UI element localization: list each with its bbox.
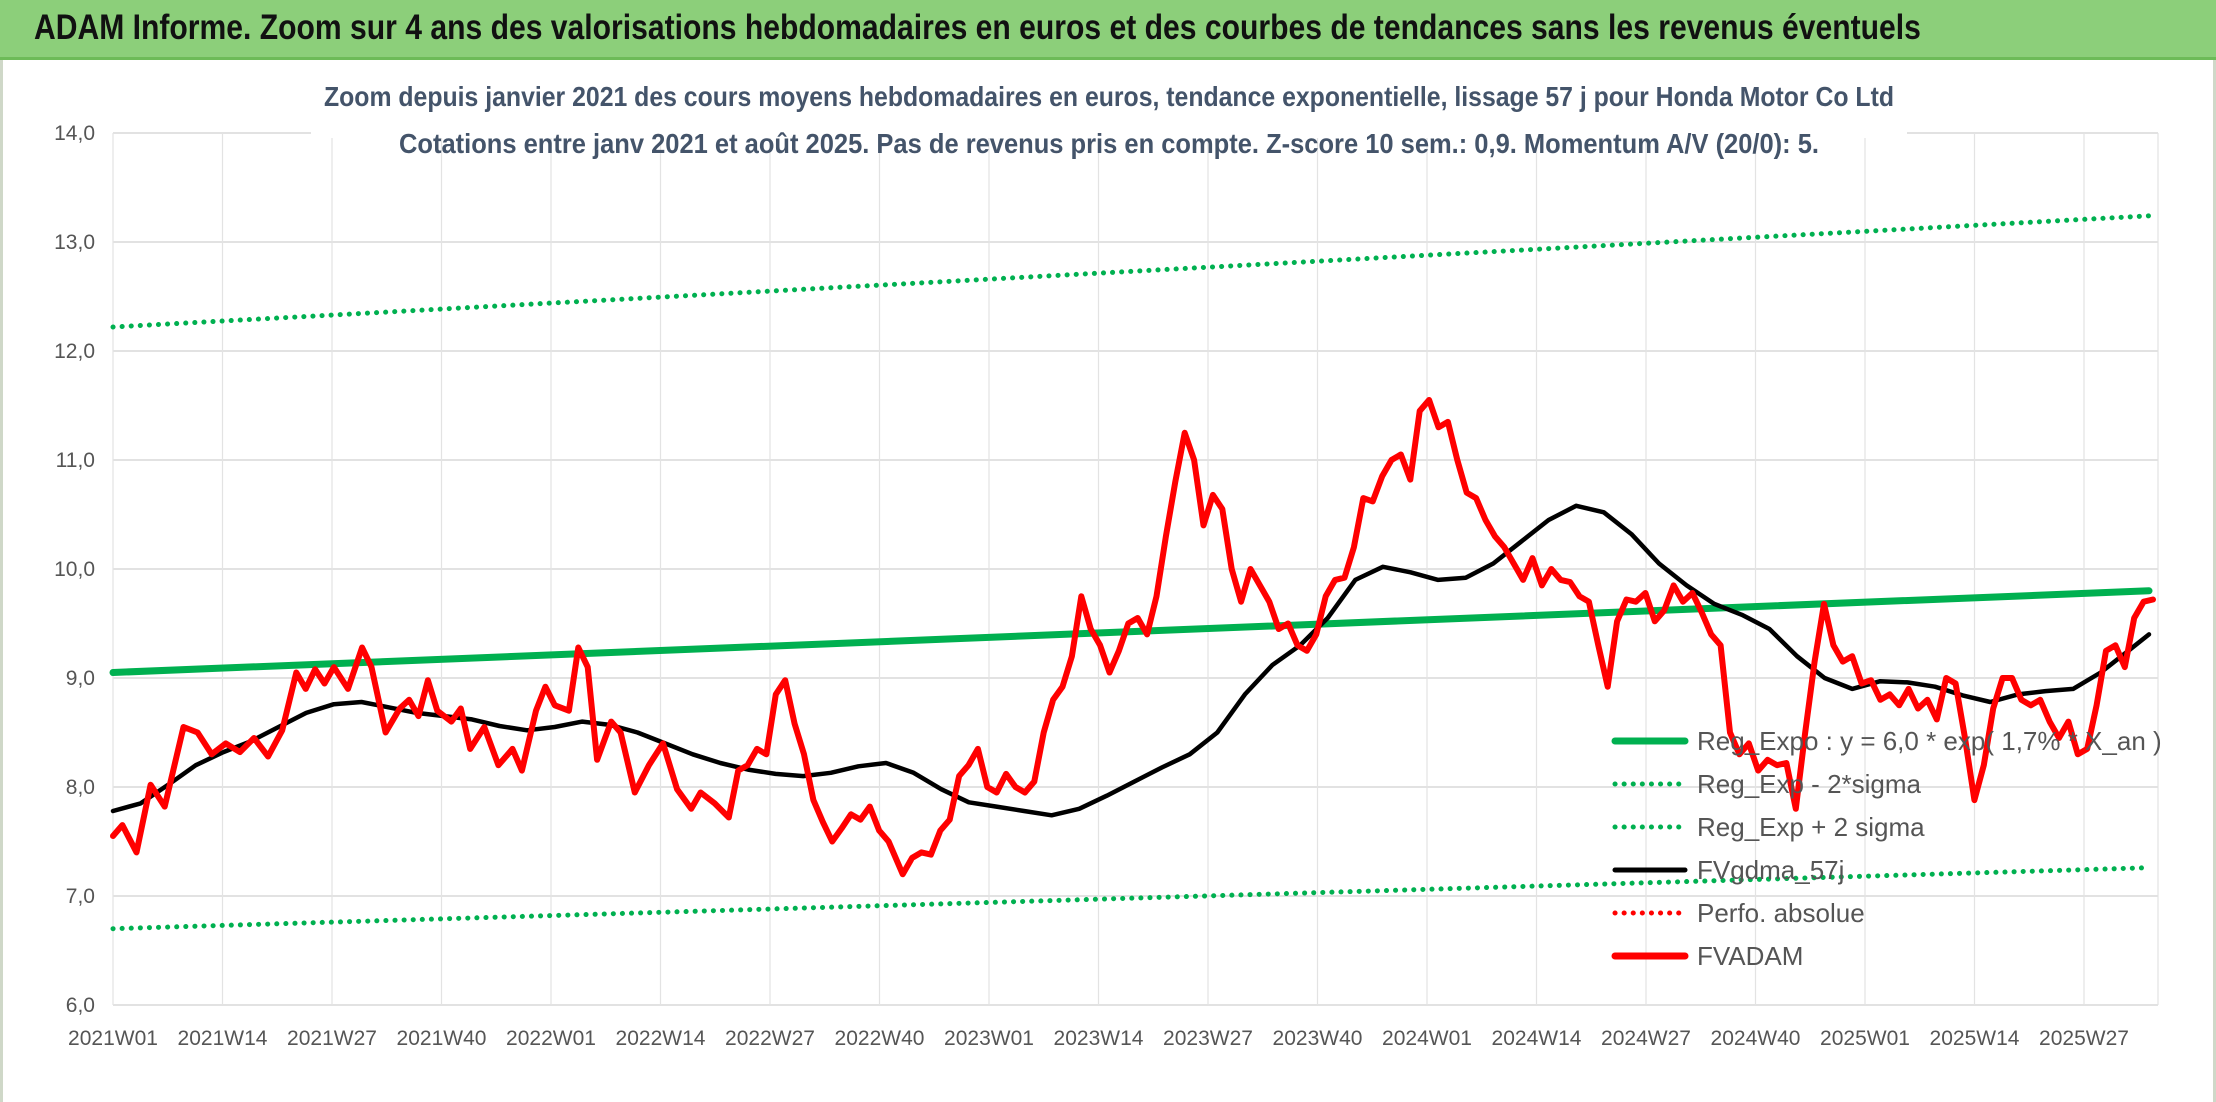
- y-tick-label: 6,0: [66, 994, 95, 1017]
- y-tick-label: 10,0: [54, 558, 95, 581]
- x-axis-labels: 2021W01 2021W14 2021W27 2021W40 2022W01 2022W…: [68, 1027, 2129, 1050]
- chart-title-line1: Zoom depuis janvier 2021 des cours moyen…: [324, 81, 1894, 112]
- legend-label-0: Reg_Expo : y = 6,0 * exp( 1,7% * X_an ): [1697, 726, 2162, 756]
- series-line-1: [110, 865, 2152, 932]
- x-tick-label: 2022W27: [725, 1027, 815, 1050]
- x-tick-label: 2024W01: [1382, 1027, 1472, 1050]
- header-banner: ADAM Informe. Zoom sur 4 ans des valoris…: [0, 0, 2216, 60]
- y-tick-label: 9,0: [66, 667, 95, 690]
- chart-legend: Reg_Expo : y = 6,0 * exp( 1,7% * X_an ) R…: [1611, 726, 2162, 971]
- x-tick-label: 2022W40: [835, 1027, 925, 1050]
- legend-label-4: Perfo. absolue: [1697, 898, 1865, 928]
- x-tick-label: 2021W01: [68, 1027, 158, 1050]
- x-tick-label: 2024W40: [1711, 1027, 1801, 1050]
- x-tick-label: 2023W27: [1163, 1027, 1253, 1050]
- subtitle-background: [311, 62, 1907, 138]
- x-tick-label: 2021W40: [397, 1027, 487, 1050]
- y-axis-labels: 6,0 7,0 8,0 9,0 10,0 11,0 12,0 13,0 14,0: [54, 122, 95, 1017]
- chart-grid: [112, 132, 2159, 1006]
- x-tick-label: 2023W40: [1273, 1027, 1363, 1050]
- chart-frame: 6,0 7,0 8,0 9,0 10,0 11,0 12,0 13,0 14,0 2021W01…: [0, 60, 2216, 1102]
- x-tick-label: 2021W14: [178, 1027, 268, 1050]
- legend-label-3: FVgdma_57j: [1697, 855, 1844, 885]
- x-tick-label: 2025W01: [1820, 1027, 1910, 1050]
- chart-svg: 6,0 7,0 8,0 9,0 10,0 11,0 12,0 13,0 14,0 2021W01…: [54, 62, 2162, 1050]
- x-tick-label: 2024W27: [1601, 1027, 1691, 1050]
- series-line-0: [109, 587, 2153, 676]
- x-tick-label: 2023W14: [1054, 1027, 1144, 1050]
- legend-label-1: Reg_Exp - 2*sigma: [1697, 769, 1922, 799]
- legend-label-5: FVADAM: [1697, 941, 1803, 971]
- x-tick-label: 2024W14: [1492, 1027, 1582, 1050]
- y-tick-label: 8,0: [66, 776, 95, 799]
- series-line-2: [110, 213, 2152, 330]
- x-tick-label: 2021W27: [287, 1027, 377, 1050]
- series-line-5: [110, 397, 2156, 878]
- page-title: ADAM Informe. Zoom sur 4 ans des valoris…: [34, 8, 1921, 47]
- chart-series: [109, 213, 2156, 932]
- y-tick-label: 7,0: [66, 885, 95, 908]
- y-tick-label: 11,0: [56, 449, 95, 472]
- x-tick-label: 2025W27: [2039, 1027, 2129, 1050]
- x-tick-label: 2022W01: [506, 1027, 596, 1050]
- chart-title-line2: Cotations entre janv 2021 et août 2025. …: [399, 128, 1819, 159]
- x-tick-label: 2023W01: [944, 1027, 1034, 1050]
- y-tick-label: 12,0: [54, 340, 95, 363]
- legend-label-2: Reg_Exp + 2 sigma: [1697, 812, 1925, 842]
- y-tick-label: 13,0: [54, 231, 95, 254]
- x-tick-label: 2025W14: [1930, 1027, 2020, 1050]
- y-tick-label: 14,0: [54, 122, 95, 145]
- x-tick-label: 2022W14: [616, 1027, 706, 1050]
